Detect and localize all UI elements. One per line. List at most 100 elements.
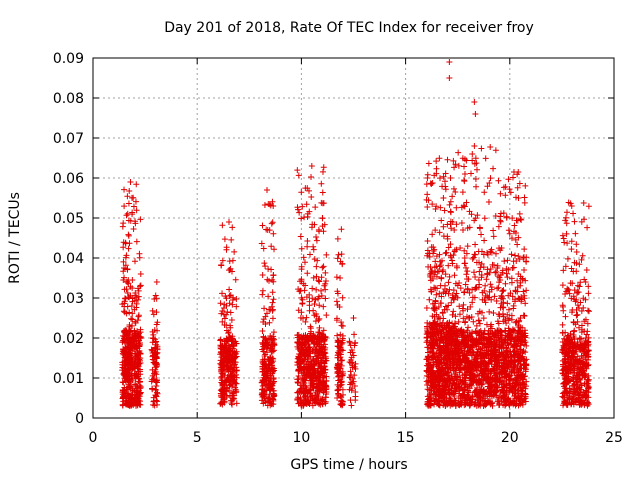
data-point <box>339 332 346 339</box>
data-point <box>584 399 591 406</box>
data-point <box>518 393 525 400</box>
data-point <box>438 275 445 282</box>
data-point <box>563 220 570 227</box>
data-point <box>452 385 459 392</box>
data-point <box>486 288 493 295</box>
data-point <box>450 295 457 302</box>
data-point <box>301 287 308 294</box>
data-point <box>460 202 467 209</box>
data-point <box>127 179 134 185</box>
data-point <box>427 373 434 380</box>
data-point <box>306 302 313 309</box>
data-point <box>320 164 327 171</box>
data-point <box>453 204 460 211</box>
data-point <box>348 402 355 409</box>
data-point <box>463 271 470 278</box>
data-point <box>472 111 479 117</box>
data-point <box>223 388 230 395</box>
data-point <box>476 281 483 288</box>
data-point <box>310 356 317 363</box>
data-point <box>479 309 485 316</box>
x-axis-label: GPS time / hours <box>290 457 407 473</box>
data-point <box>577 364 584 371</box>
data-point <box>309 285 316 292</box>
data-point <box>567 200 574 207</box>
data-point <box>297 395 304 402</box>
axis-tick-labels: 0 5 10 15 20 2500.010.020.030.040.050.060.070… <box>53 51 623 446</box>
data-point <box>263 310 270 317</box>
data-point <box>335 337 342 344</box>
data-point <box>132 290 139 297</box>
x-tick-label: 10 <box>292 430 310 446</box>
data-point <box>581 318 588 325</box>
data-point <box>561 385 568 392</box>
data-point <box>323 251 330 258</box>
data-point <box>562 263 569 270</box>
data-point <box>464 268 471 275</box>
data-point <box>517 386 524 393</box>
data-point <box>584 320 591 327</box>
data-point <box>471 217 478 224</box>
data-point <box>298 335 305 342</box>
data-point <box>506 332 513 339</box>
data-point <box>311 221 318 228</box>
data-point <box>226 300 233 307</box>
data-point <box>512 236 519 243</box>
data-point <box>322 277 329 284</box>
data-point <box>265 336 272 343</box>
data-point <box>487 351 494 358</box>
data-point <box>518 216 525 223</box>
data-point <box>521 357 528 364</box>
data-point <box>124 371 131 378</box>
y-tick-label: 0.06 <box>53 171 84 187</box>
data-point <box>337 274 344 281</box>
data-point <box>313 263 320 270</box>
data-point <box>227 309 234 316</box>
data-point <box>136 401 143 408</box>
data-point <box>338 340 345 347</box>
data-point <box>219 381 226 388</box>
data-point <box>469 255 476 262</box>
data-point <box>445 369 452 376</box>
data-point <box>570 210 577 217</box>
data-point <box>153 361 160 368</box>
data-point <box>269 307 276 314</box>
data-point <box>576 357 583 364</box>
data-point <box>125 232 132 239</box>
data-point <box>295 307 302 314</box>
data-point <box>453 221 460 228</box>
data-point <box>502 192 509 199</box>
data-point <box>123 212 130 219</box>
data-point <box>510 228 517 235</box>
data-point <box>472 273 479 280</box>
data-point <box>447 198 454 205</box>
data-point <box>423 334 430 341</box>
data-point <box>487 382 494 389</box>
data-point <box>506 315 513 322</box>
data-point <box>523 287 530 294</box>
data-point <box>349 375 356 382</box>
data-point <box>312 318 319 325</box>
data-point <box>121 203 128 210</box>
data-point <box>516 398 523 405</box>
data-point <box>495 284 502 291</box>
data-point <box>504 311 511 318</box>
data-point <box>129 277 136 284</box>
data-point <box>432 297 439 304</box>
data-point <box>224 350 231 357</box>
data-point <box>473 379 480 386</box>
data-point <box>485 294 492 301</box>
data-point <box>483 276 490 283</box>
data-point <box>455 401 462 408</box>
data-point <box>127 328 134 335</box>
data-point <box>445 262 452 269</box>
data-point <box>334 290 341 297</box>
data-point <box>339 294 346 301</box>
data-point <box>513 395 520 402</box>
data-point <box>461 178 468 185</box>
data-point <box>519 350 526 357</box>
data-point <box>334 369 341 376</box>
data-point <box>472 286 479 293</box>
data-point <box>497 213 504 220</box>
data-point <box>338 379 345 386</box>
